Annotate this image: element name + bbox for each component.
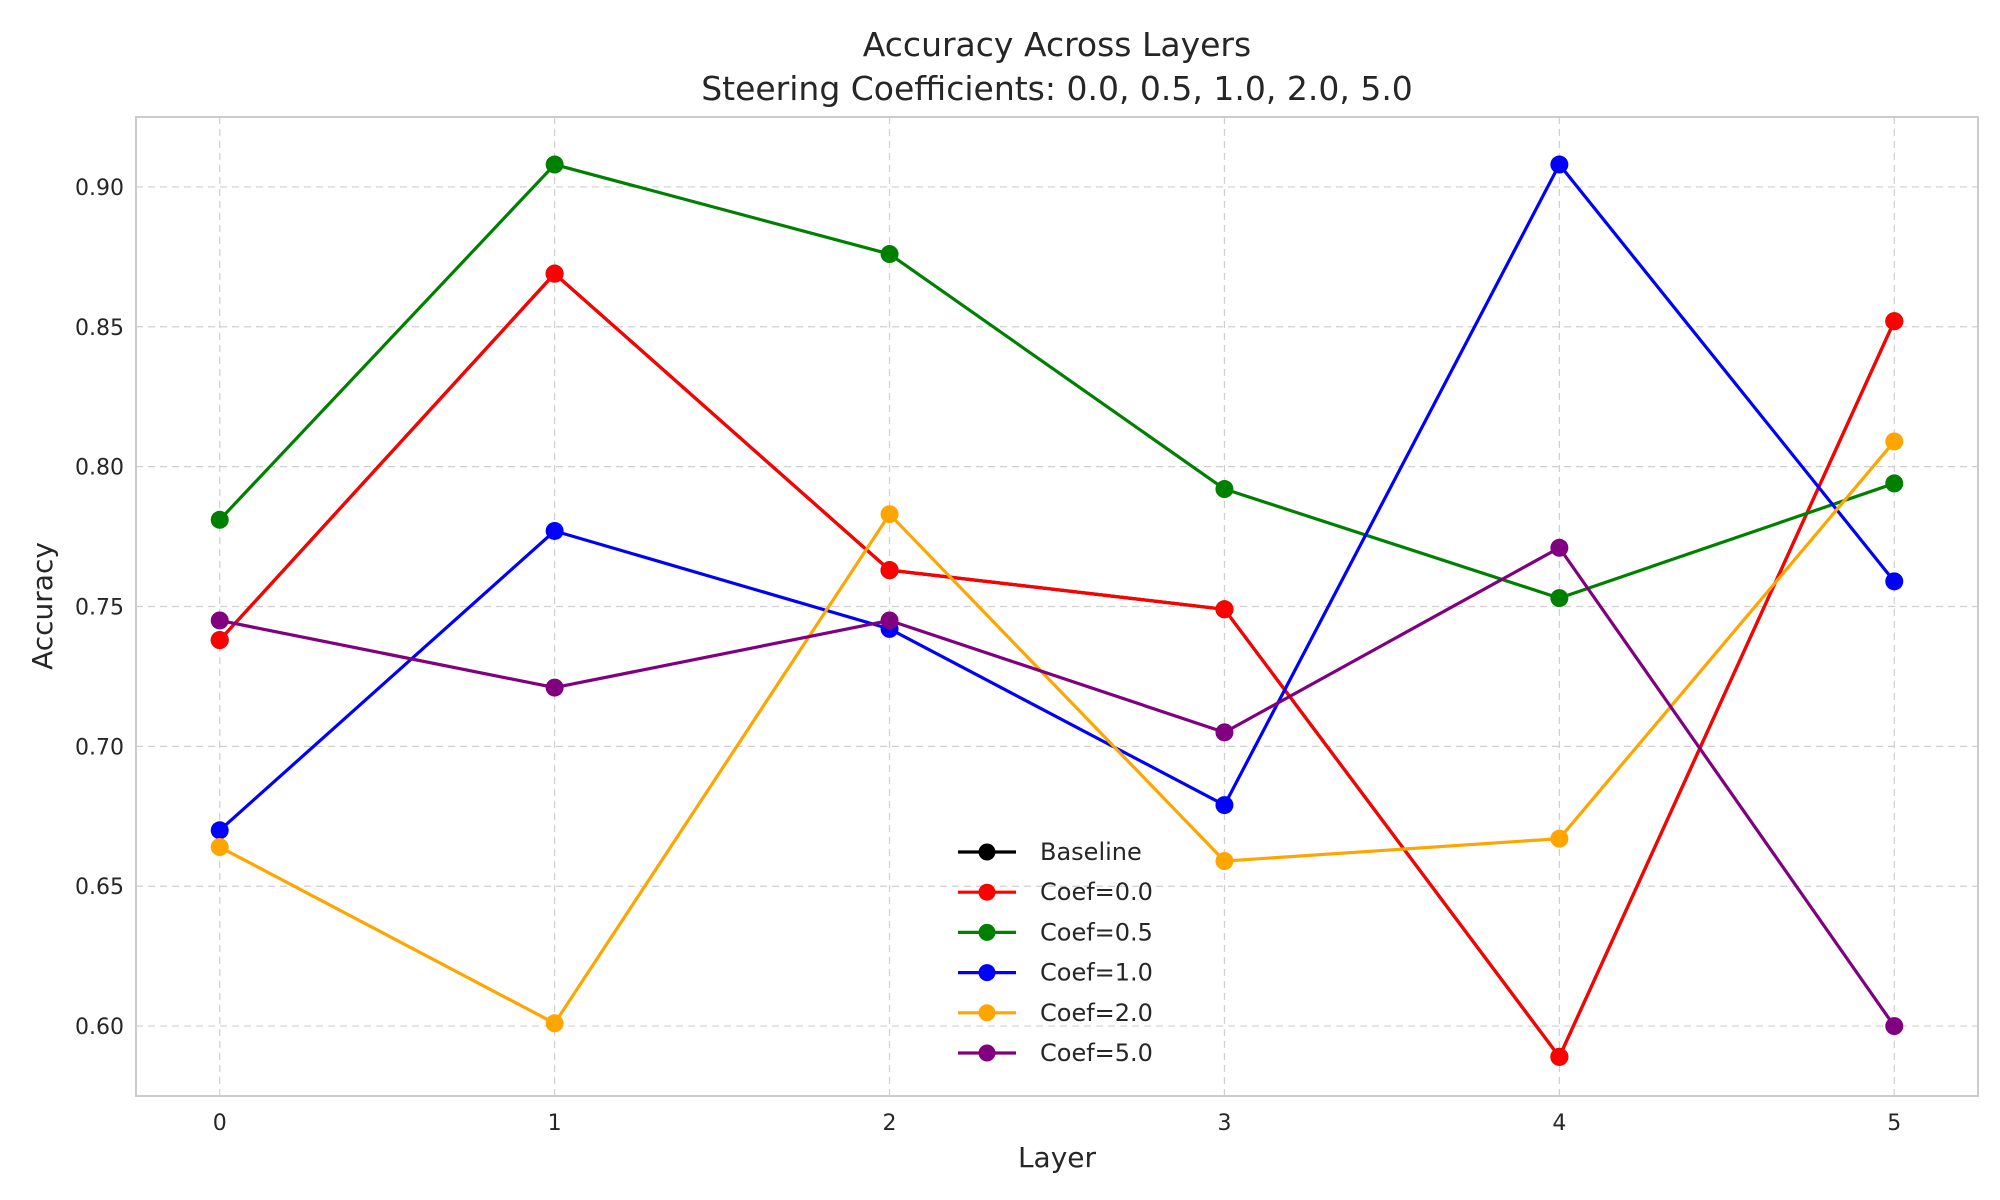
series-coef-2-0 bbox=[210, 432, 1904, 1033]
series-line bbox=[218, 162, 1896, 832]
data-point bbox=[1215, 796, 1234, 815]
y-tick-label: 0.65 bbox=[75, 875, 124, 900]
data-point bbox=[1550, 538, 1569, 557]
data-point bbox=[1215, 480, 1234, 499]
x-tick-label: 3 bbox=[1217, 1111, 1231, 1136]
data-point bbox=[545, 1014, 564, 1033]
legend-item: Baseline bbox=[958, 838, 1142, 866]
x-tick-label: 1 bbox=[548, 1111, 562, 1136]
legend-swatch-marker bbox=[978, 883, 996, 901]
chart-subtitle: Steering Coefficients: 0.0, 0.5, 1.0, 2.… bbox=[701, 69, 1413, 108]
legend-item: Coef=1.0 bbox=[958, 959, 1153, 987]
legend-label: Coef=1.0 bbox=[1040, 959, 1153, 987]
legend-item: Coef=0.5 bbox=[958, 918, 1153, 946]
data-point bbox=[210, 838, 229, 857]
data-point bbox=[1885, 1017, 1904, 1036]
data-point bbox=[545, 155, 564, 174]
data-point bbox=[1550, 155, 1569, 174]
y-tick-label: 0.85 bbox=[75, 316, 124, 341]
data-point bbox=[1550, 1047, 1569, 1066]
data-point bbox=[1550, 589, 1569, 608]
data-point bbox=[1885, 312, 1904, 331]
data-point bbox=[880, 611, 899, 630]
x-tick-label: 2 bbox=[883, 1111, 897, 1136]
series-lines bbox=[210, 155, 1904, 1066]
legend-item: Coef=2.0 bbox=[958, 999, 1153, 1027]
legend-label: Coef=2.0 bbox=[1040, 999, 1153, 1027]
series-line bbox=[219, 546, 1896, 1027]
data-point bbox=[210, 510, 229, 529]
legend-swatch-marker bbox=[978, 1044, 996, 1062]
series-coef-0-0 bbox=[210, 264, 1904, 1066]
series-coef-5-0 bbox=[210, 538, 1904, 1036]
legend-item: Coef=0.0 bbox=[958, 878, 1153, 906]
data-point bbox=[210, 821, 229, 840]
data-point bbox=[880, 505, 899, 524]
x-tick-label: 5 bbox=[1887, 1111, 1901, 1136]
legend-swatch-marker bbox=[978, 923, 996, 941]
axis-ticks: 0 1 2 3 4 5 0.60 0.65 0.70 0.75 0.80 0.85 0.90 bbox=[75, 176, 1901, 1136]
data-point bbox=[1550, 829, 1569, 848]
gridlines bbox=[136, 117, 1978, 1096]
y-tick-label: 0.60 bbox=[75, 1015, 124, 1040]
data-point bbox=[1885, 572, 1904, 591]
data-point bbox=[880, 245, 899, 264]
series-line bbox=[218, 272, 1896, 1059]
legend-label: Coef=5.0 bbox=[1040, 1039, 1153, 1067]
x-tick-label: 0 bbox=[213, 1111, 227, 1136]
legend-item: Coef=5.0 bbox=[958, 1039, 1153, 1067]
plot-frame bbox=[135, 116, 1979, 1097]
legend-swatch-marker bbox=[978, 843, 996, 861]
y-tick-label: 0.80 bbox=[75, 456, 124, 481]
data-point bbox=[545, 521, 564, 540]
legend-swatch-marker bbox=[978, 1004, 996, 1022]
y-axis-title: Accuracy bbox=[26, 542, 59, 670]
series-line bbox=[218, 162, 1895, 600]
legend-label: Baseline bbox=[1040, 838, 1142, 866]
data-point bbox=[1885, 474, 1904, 493]
legend: Baseline Coef=0.0 Coef=0.5 Coef=1.0 Coef=2.0… bbox=[958, 838, 1153, 1067]
y-tick-label: 0.70 bbox=[75, 735, 124, 760]
series-line bbox=[218, 440, 1896, 1025]
data-point bbox=[1215, 723, 1234, 742]
legend-swatch-marker bbox=[978, 964, 996, 982]
data-point bbox=[210, 611, 229, 630]
data-point bbox=[880, 561, 899, 580]
legend-label: Coef=0.0 bbox=[1040, 878, 1153, 906]
data-point bbox=[1215, 852, 1234, 871]
x-tick-label: 4 bbox=[1552, 1111, 1566, 1136]
x-axis-title: Layer bbox=[1018, 1141, 1097, 1174]
legend-label: Coef=0.5 bbox=[1040, 918, 1153, 946]
data-point bbox=[210, 631, 229, 650]
data-point bbox=[1215, 600, 1234, 619]
data-point bbox=[545, 678, 564, 697]
series-coef-0-5 bbox=[210, 155, 1904, 608]
chart-title: Accuracy Across Layers bbox=[863, 25, 1251, 64]
y-tick-label: 0.90 bbox=[75, 176, 124, 201]
y-tick-label: 0.75 bbox=[75, 596, 124, 621]
data-point bbox=[1885, 432, 1904, 451]
data-point bbox=[545, 264, 564, 283]
